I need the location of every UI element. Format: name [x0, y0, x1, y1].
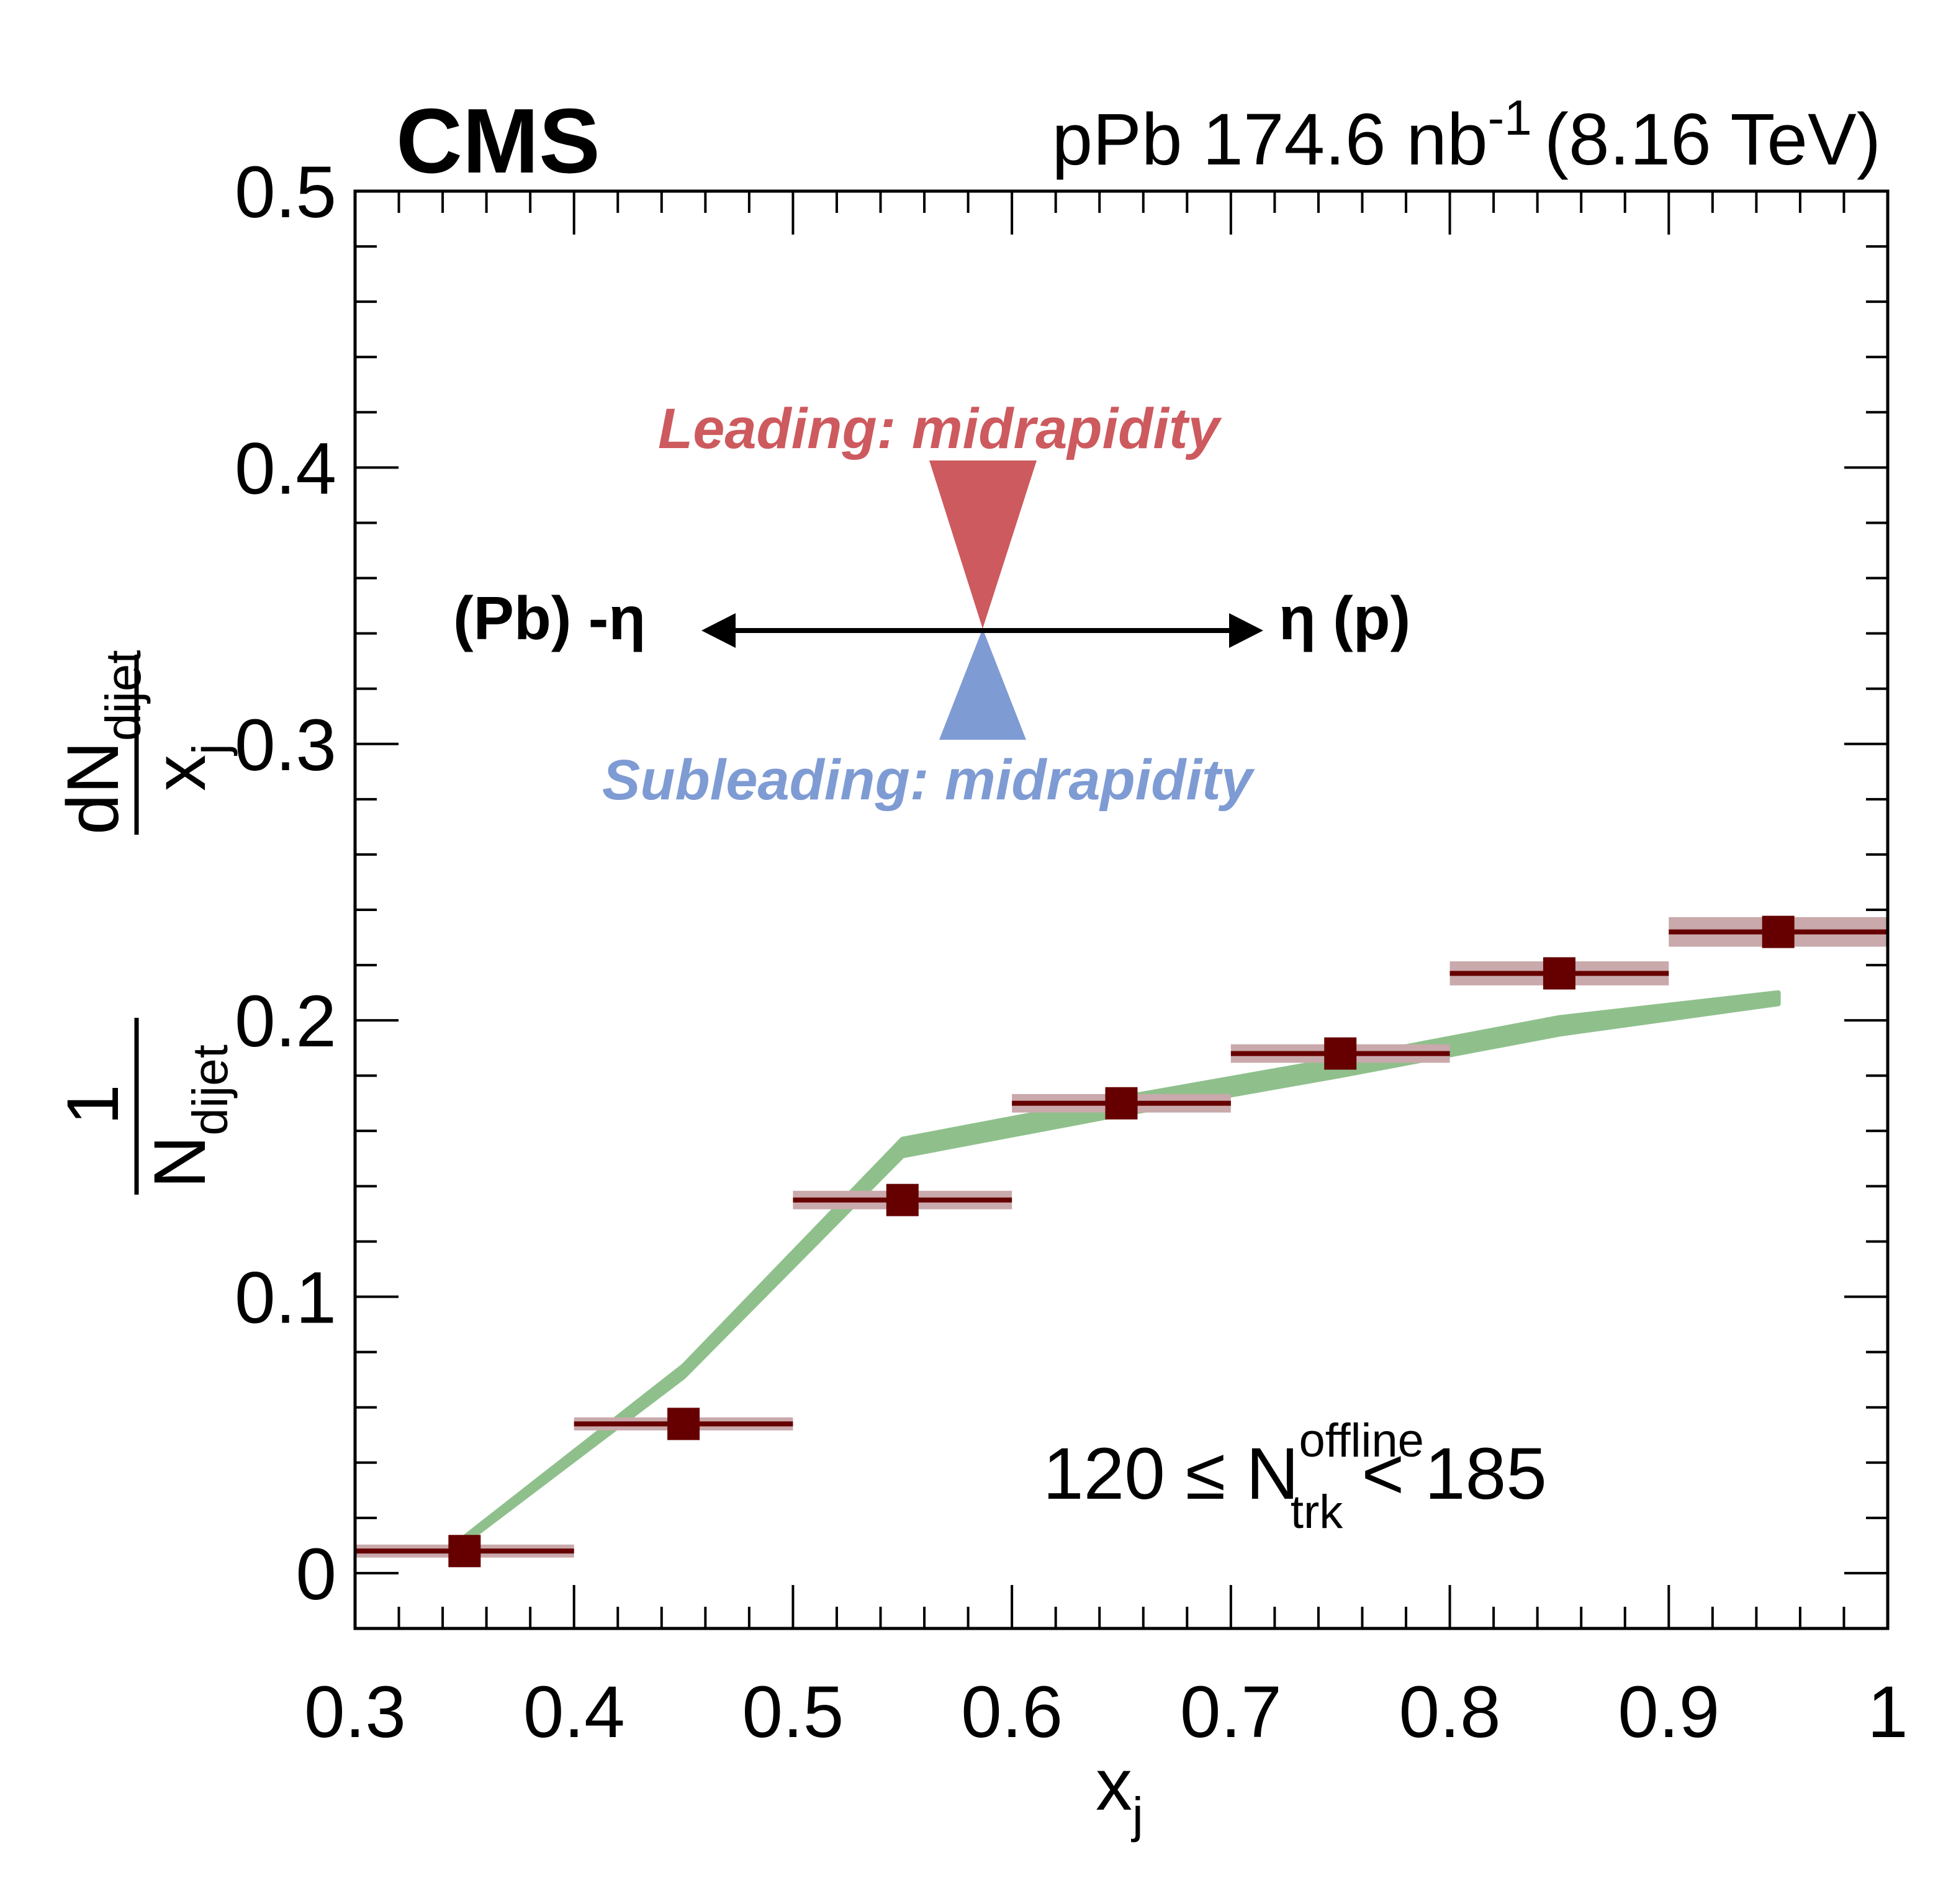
x-tick-label: 0.6: [961, 1671, 1063, 1753]
data-point-5: [1230, 1037, 1450, 1070]
leading-jet-label: Leading: midrapidity: [658, 397, 1222, 460]
y-tick-label: 0.4: [235, 428, 336, 510]
data-point-2: [574, 1408, 793, 1440]
x-axis-title: xj: [1096, 1744, 1143, 1843]
x-tick-label: 0.4: [523, 1671, 625, 1753]
data-point-1: [355, 1535, 574, 1568]
y-title-denominator-2: xj: [139, 743, 238, 791]
multiplicity-range-label: 120 ≤ Noffline trk < 185: [1043, 1414, 1547, 1538]
x-tick-label: 0.7: [1180, 1671, 1282, 1753]
y-tick-label: 0.2: [235, 981, 336, 1062]
y-axis-title: 1 Ndijet dNdijet xj: [52, 650, 238, 1195]
data-point-3: [793, 1183, 1012, 1216]
luminosity-label: pPb 174.6 nb-1 (8.16 TeV): [1052, 90, 1881, 181]
arrow-left-head: [701, 613, 736, 648]
data-point-6: [1449, 957, 1669, 990]
energy-text: (8.16 TeV): [1544, 99, 1881, 181]
x-tick-label: 0.9: [1618, 1671, 1719, 1753]
y-title-numerator-1: 1: [52, 1084, 134, 1125]
y-title-denominator-1: Ndijet: [139, 1044, 238, 1188]
data-marker-7: [1762, 915, 1795, 948]
data-marker-1: [448, 1535, 481, 1568]
data-series: [355, 915, 1888, 1568]
subleading-jet-cone: [939, 629, 1026, 740]
data-point-7: [1669, 915, 1888, 948]
leading-jet-cone: [929, 460, 1037, 629]
proton-direction-label: η (p): [1279, 584, 1410, 652]
data-marker-2: [667, 1408, 700, 1440]
x-tick-label: 0.8: [1399, 1671, 1501, 1753]
lumi-exponent: -1: [1488, 90, 1532, 145]
y-tick-label: 0.3: [235, 704, 336, 786]
y-tick-label: 0.1: [235, 1257, 336, 1339]
experiment-label: CMS: [396, 90, 600, 192]
pb-direction-label: (Pb) -η: [453, 584, 646, 652]
tick-labels: 0.3 0.4 0.5 0.6 0.7 0.8 0.9 1 0 0.1 0.2 0.3 0.4 0.5: [235, 151, 1908, 1753]
data-point-4: [1012, 1087, 1231, 1120]
y-tick-label: 0.5: [235, 151, 336, 233]
data-marker-6: [1543, 957, 1575, 990]
data-marker-5: [1324, 1037, 1357, 1070]
data-marker-3: [886, 1183, 919, 1216]
arrow-right-head: [1229, 613, 1263, 648]
collision-text: pPb 174.6 nb: [1052, 99, 1488, 181]
data-marker-4: [1105, 1087, 1138, 1120]
plot-frame: [353, 189, 1890, 1630]
x-tick-label: 0.3: [304, 1671, 406, 1753]
subleading-jet-label: Subleading: midrapidity: [602, 748, 1255, 812]
x-tick-label: 0.5: [742, 1671, 844, 1753]
y-tick-label: 0: [295, 1534, 336, 1615]
x-tick-label: 1: [1867, 1671, 1908, 1753]
